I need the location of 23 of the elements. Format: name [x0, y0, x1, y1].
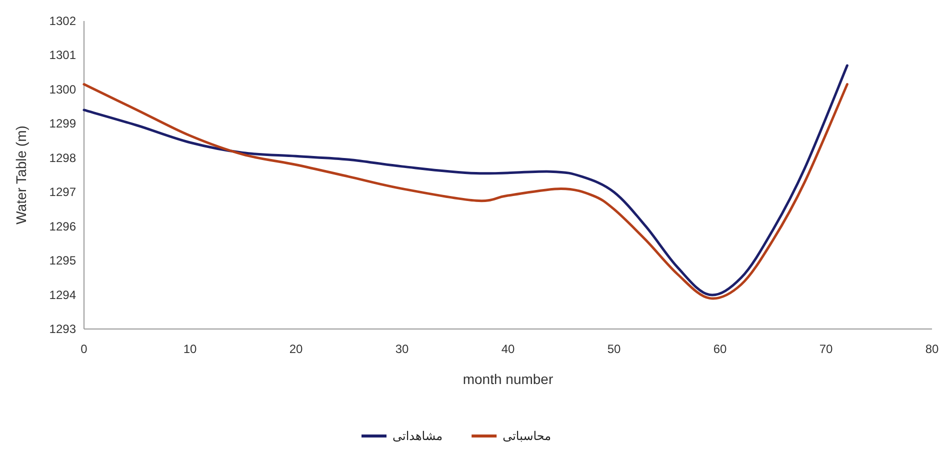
y-tick-label: 1299 [49, 116, 76, 131]
x-tick-label: 10 [183, 342, 197, 356]
y-tick-label: 1297 [49, 185, 76, 200]
x-axis-title: month number [462, 371, 554, 387]
x-tick-label: 60 [713, 342, 727, 356]
y-axis-title: Water Table (m) [13, 126, 29, 224]
x-tick-label: 0 [80, 342, 88, 356]
y-tick-label: 1293 [49, 322, 76, 336]
x-tick-label: 20 [289, 342, 303, 356]
y-tick-label: 1295 [49, 254, 76, 268]
x-tick-label: 50 [607, 342, 621, 356]
y-tick-label: 1300 [49, 82, 76, 96]
y-tick-label: 1298 [49, 150, 76, 165]
y-tick-label: 1294 [49, 288, 76, 302]
y-tick-label: 1302 [49, 14, 76, 28]
y-tick-label: 1296 [49, 219, 76, 234]
x-tick-label: 40 [501, 342, 515, 356]
y-tick-label: 1301 [49, 48, 76, 62]
legend-label: مشاهداتی [392, 429, 443, 443]
x-tick-label: 80 [925, 342, 939, 356]
x-tick-label: 30 [395, 342, 409, 356]
x-tick-label: 70 [819, 342, 833, 356]
legend-label: محاسباتی [502, 429, 552, 443]
